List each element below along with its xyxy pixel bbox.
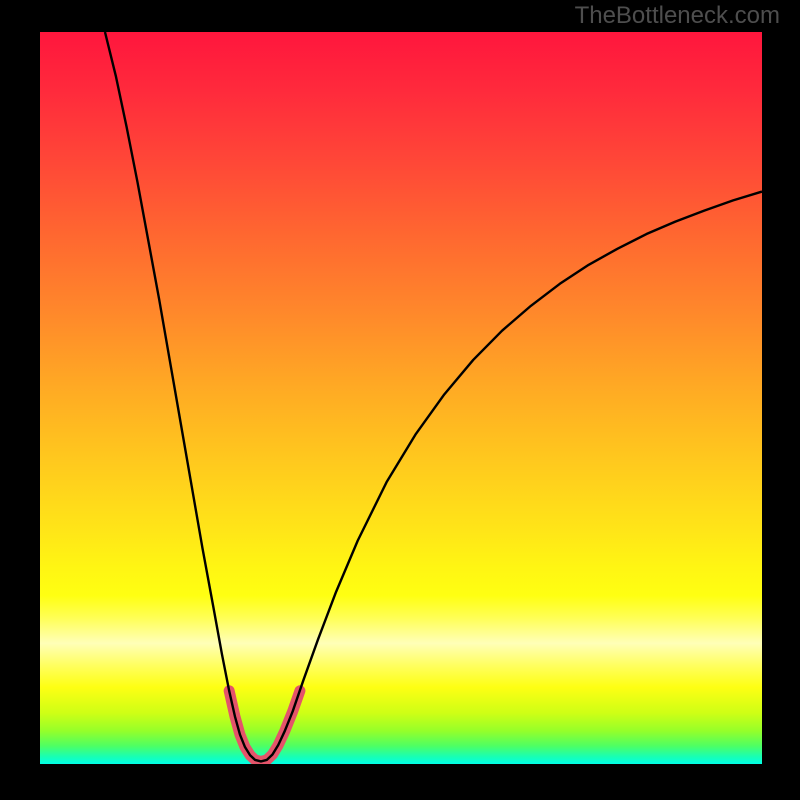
watermark-text: TheBottleneck.com [575,2,780,30]
bottom-marker [229,691,300,762]
curve-layer [40,32,762,764]
v-curve [105,32,762,761]
plot-area [40,32,762,764]
chart-root: TheBottleneck.com [0,0,800,800]
chart-frame [0,0,800,800]
